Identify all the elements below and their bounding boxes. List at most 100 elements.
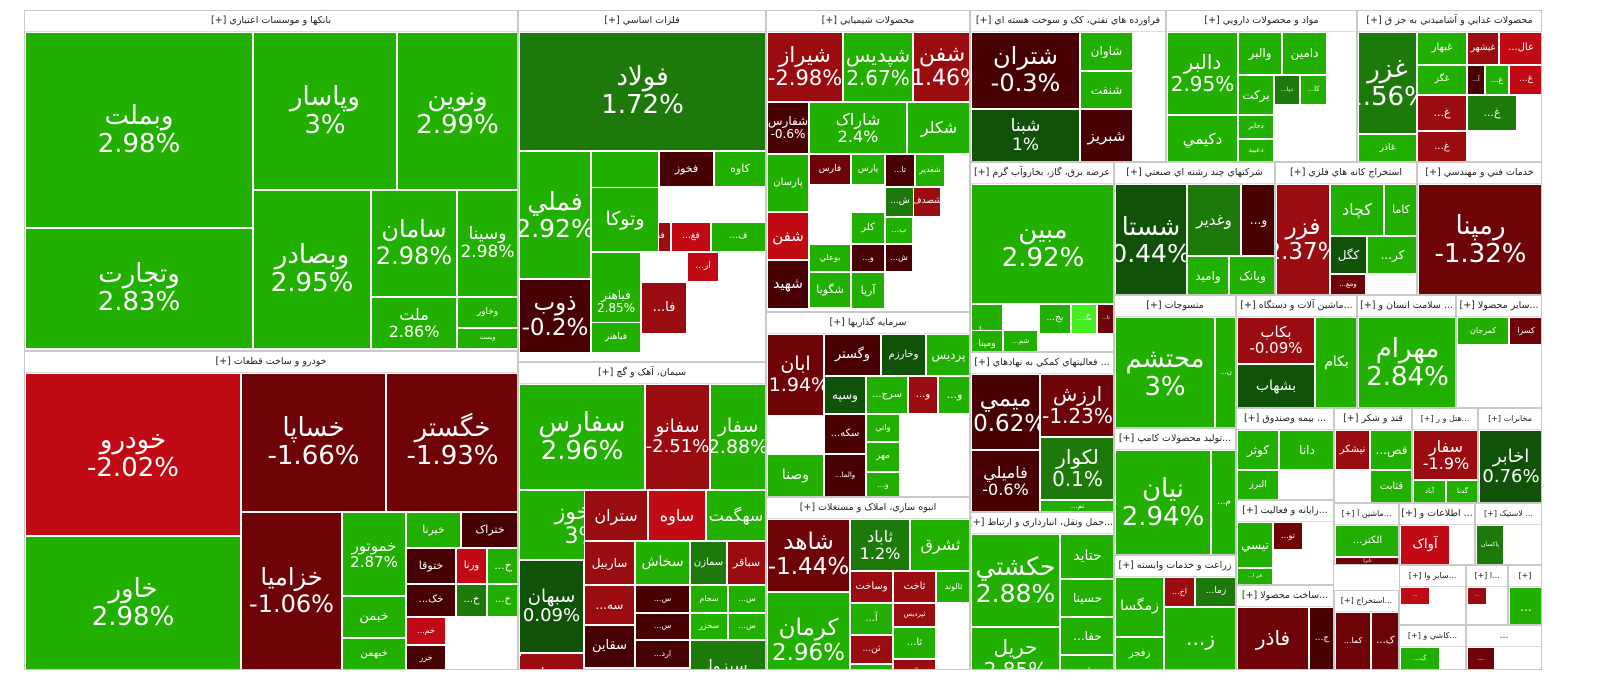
stock-tile[interactable]: والبر bbox=[1238, 32, 1282, 75]
stock-tile[interactable]: ...فا bbox=[641, 282, 687, 334]
stock-tile[interactable]: اخابر 0.76% bbox=[1479, 430, 1541, 502]
sector-header[interactable]: ...ماشين آلات و دستگاه [+] bbox=[1237, 296, 1356, 317]
sector-header[interactable]: ...توليد محصولات کامپ [+] bbox=[1115, 429, 1235, 450]
stock-tile[interactable]: رمپنا -1.32% bbox=[1418, 184, 1541, 294]
stock-tile[interactable]: ...کر bbox=[1367, 236, 1416, 274]
stock-tile[interactable]: خودرو -2.02% bbox=[25, 373, 241, 536]
stock-tile[interactable]: بکاب -0.09% bbox=[1237, 317, 1315, 364]
stock-tile[interactable]: واميد bbox=[1187, 256, 1229, 294]
stock-tile[interactable]: سيزوا bbox=[690, 640, 765, 669]
stock-tile[interactable]: دانا bbox=[1279, 430, 1333, 470]
stock-tile[interactable]: ...س bbox=[728, 585, 765, 613]
stock-tile[interactable]: ...تم bbox=[1040, 500, 1113, 511]
stock-tile[interactable]: ميمي-0.62% bbox=[971, 374, 1040, 450]
stock-tile[interactable]: غيشهر bbox=[1467, 32, 1499, 65]
stock-tile[interactable]: خبهمن bbox=[342, 638, 406, 669]
stock-tile[interactable]: شفن bbox=[767, 212, 809, 260]
stock-tile[interactable]: ...خک bbox=[406, 584, 456, 617]
stock-tile[interactable]: شبريز bbox=[1080, 109, 1133, 161]
stock-tile[interactable]: ...شم bbox=[1003, 330, 1038, 351]
stock-tile[interactable]: ساربيل bbox=[584, 541, 635, 585]
stock-tile[interactable]: ...ک bbox=[1371, 612, 1398, 669]
stock-tile[interactable]: حسينا bbox=[1060, 579, 1113, 617]
stock-tile[interactable]: غبهار bbox=[1417, 32, 1467, 65]
stock-tile[interactable]: ...غ bbox=[1417, 95, 1467, 131]
sector-header[interactable]: ...حمل ونقل، انبارداري و ارتباط [+] bbox=[971, 513, 1113, 534]
stock-tile[interactable]: سبهان 0.09% bbox=[519, 560, 584, 653]
stock-tile[interactable]: ويست bbox=[457, 328, 517, 349]
stock-tile[interactable]: آباد bbox=[1413, 480, 1446, 502]
stock-tile[interactable]: سجام bbox=[690, 585, 728, 613]
stock-tile[interactable]: وخاور bbox=[457, 297, 517, 328]
sector-header[interactable]: قند و شکر [+] bbox=[1335, 409, 1411, 430]
stock-tile[interactable]: شاهد -1.44% bbox=[767, 519, 850, 592]
stock-tile[interactable]: خگستر -1.93% bbox=[386, 373, 517, 512]
stock-tile[interactable]: حريل 2.85% bbox=[971, 627, 1060, 669]
stock-tile[interactable]: سکرد bbox=[519, 654, 521, 656]
stock-tile[interactable]: ثاباد 1.2% bbox=[850, 519, 910, 571]
stock-tile[interactable]: شهید bbox=[767, 260, 809, 309]
sector-header[interactable]: منسوجات [+] bbox=[1115, 296, 1235, 317]
stock-tile[interactable]: ...ارد bbox=[635, 640, 690, 668]
sector-header[interactable]: ...ساخت محصولا [+] bbox=[1237, 586, 1333, 607]
sector-header[interactable]: ...ساير وا [+] bbox=[1400, 566, 1465, 587]
stock-tile[interactable]: شاراک 2.4% bbox=[809, 102, 907, 154]
stock-tile[interactable]: ختوقا bbox=[406, 548, 456, 584]
stock-tile[interactable]: زفجر bbox=[1115, 637, 1164, 669]
stock-tile[interactable]: کرمان 2.96% bbox=[767, 592, 850, 669]
stock-tile[interactable]: ...فغ bbox=[671, 222, 711, 252]
stock-tile[interactable]: سفانو -2.51% bbox=[645, 384, 710, 490]
stock-tile[interactable]: خاور 2.98% bbox=[25, 536, 241, 669]
stock-tile[interactable]: سفار -1.9% bbox=[1413, 430, 1477, 480]
stock-tile[interactable]: ...فن ا bbox=[1237, 568, 1273, 584]
stock-tile[interactable]: مبين 2.92% bbox=[971, 184, 1113, 304]
stock-tile[interactable]: دالبر 2.95% bbox=[1167, 32, 1238, 115]
sector-header[interactable]: فراورده هاي نفتي، کک و سوخت هسته اي [+] bbox=[971, 11, 1165, 32]
stock-tile[interactable]: دامين bbox=[1282, 32, 1327, 75]
stock-tile[interactable]: فاذر bbox=[1237, 607, 1309, 669]
stock-tile[interactable]: وخارزم bbox=[881, 334, 926, 376]
stock-tile[interactable]: ...س bbox=[635, 585, 690, 613]
stock-tile[interactable]: واتي bbox=[866, 414, 900, 442]
stock-tile[interactable]: قثابت bbox=[1370, 470, 1411, 502]
stock-tile[interactable]: ...حا bbox=[1060, 655, 1113, 669]
stock-tile[interactable]: ... bbox=[1467, 587, 1487, 605]
stock-tile[interactable]: ...ش bbox=[885, 187, 915, 217]
stock-tile[interactable]: سدور0.86% bbox=[584, 668, 635, 669]
stock-tile[interactable]: لکوار 0.1% bbox=[1040, 437, 1113, 500]
stock-tile[interactable]: سهگمت bbox=[706, 490, 765, 541]
stock-tile[interactable]: شنفت bbox=[1080, 71, 1133, 109]
stock-tile[interactable]: وصنا bbox=[767, 454, 824, 496]
stock-tile[interactable]: ...خم bbox=[406, 617, 446, 645]
stock-tile[interactable]: ...سکه bbox=[824, 414, 866, 454]
stock-tile[interactable]: کلر bbox=[851, 212, 885, 244]
stock-tile[interactable]: شبنا 1% bbox=[971, 109, 1080, 161]
stock-tile[interactable]: زمگسا bbox=[1115, 577, 1164, 637]
stock-tile[interactable]: ...غ bbox=[1467, 95, 1517, 131]
stock-tile[interactable]: خيرنا bbox=[406, 512, 461, 548]
stock-tile[interactable]: ...ار bbox=[687, 252, 719, 282]
stock-tile[interactable]: کوثر bbox=[1237, 430, 1279, 470]
sector-header[interactable]: شرکتهاي چند رشته اي صنعتي [+] bbox=[1115, 163, 1274, 184]
stock-tile[interactable]: خزر bbox=[406, 645, 446, 669]
stock-tile[interactable]: ...و bbox=[866, 472, 900, 496]
stock-tile[interactable]: پارسان bbox=[767, 154, 809, 212]
stock-tile[interactable]: ...ز bbox=[1164, 607, 1235, 669]
stock-tile[interactable]: ...ب bbox=[885, 217, 913, 244]
sector-header[interactable]: خودرو و ساخت قطعات [+] bbox=[25, 352, 517, 373]
stock-tile[interactable]: ...ومع bbox=[1330, 274, 1366, 294]
stock-tile[interactable]: فاميلي -0.6% bbox=[971, 450, 1040, 511]
stock-tile[interactable]: شپديس 2.67% bbox=[843, 32, 913, 102]
stock-tile[interactable]: دعبيد bbox=[1238, 139, 1274, 161]
stock-tile[interactable]: تيسي bbox=[1237, 522, 1273, 568]
stock-tile[interactable]: ...م bbox=[1211, 450, 1235, 554]
stock-tile[interactable]: محتشم 3% bbox=[1115, 317, 1215, 427]
stock-tile[interactable]: ...ف bbox=[711, 222, 765, 252]
stock-tile[interactable]: ...تا bbox=[885, 154, 915, 187]
stock-tile[interactable]: ...تو bbox=[1273, 522, 1303, 550]
stock-tile[interactable]: ...حفا bbox=[1060, 617, 1113, 655]
stock-tile[interactable]: ارزش -1.23% bbox=[1040, 374, 1113, 437]
sector-header[interactable]: ...رايانه و فعاليت [+] bbox=[1237, 501, 1333, 522]
stock-tile[interactable]: ومپنا bbox=[971, 330, 1003, 351]
stock-tile[interactable]: ...و bbox=[851, 244, 885, 272]
